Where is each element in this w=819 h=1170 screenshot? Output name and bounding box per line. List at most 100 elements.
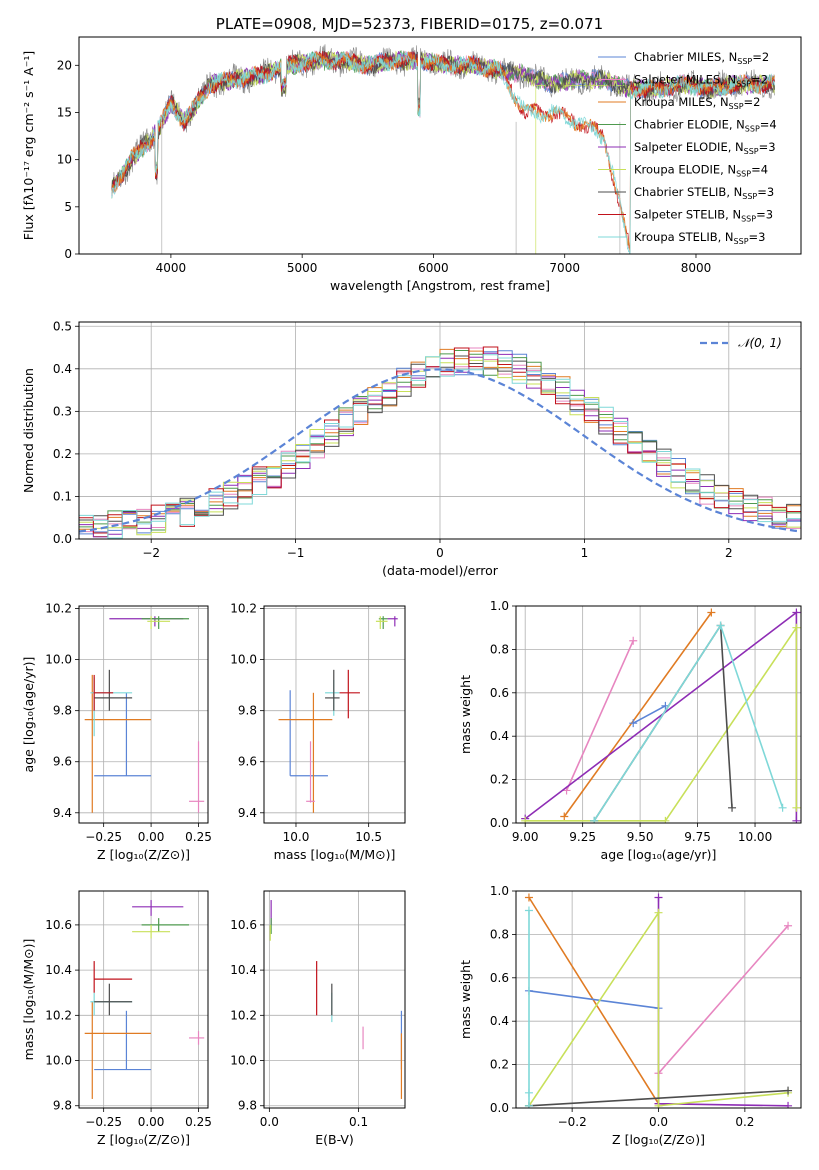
legend-sub: SSP [736, 80, 751, 89]
y-tick-label: 9.6 [238, 755, 257, 769]
legend-label: Chabrier ELODIE, NSSP=4 [634, 118, 777, 134]
panel-residuals: −2 −1 0 1 2 0.0 0.1 0.2 0.3 0.4 0.5 (data-model)/er… [21, 319, 802, 578]
spectrum-line [111, 51, 775, 254]
y-tick-label: 0.4 [490, 729, 509, 743]
y-axis-label: mass weight [458, 675, 473, 754]
axes-frame [515, 605, 802, 824]
axes-frame [78, 321, 802, 540]
weight-marker [654, 1101, 663, 1108]
x-tick-label: 0.2 [735, 1115, 754, 1129]
x-tick-label: 8000 [681, 261, 712, 275]
x-tick-label: 0.25 [185, 830, 212, 844]
legend-sub: SSP [742, 192, 757, 201]
legend-text: Salpeter STELIB, N [634, 208, 741, 222]
weight-marker [524, 1101, 533, 1108]
y-tick-label: 0 [64, 247, 72, 261]
axes-frame [263, 890, 406, 1109]
legend-label: Salpeter ELODIE, NSSP=3 [634, 140, 776, 156]
x-tick-label: −0.25 [85, 830, 122, 844]
legend-text: Kroupa MILES, N [634, 95, 729, 109]
y-tick-label: 10 [57, 153, 72, 167]
x-axis-label: mass [log₁₀(M/M⊙)] [274, 847, 396, 862]
y-tick-label: 0.0 [53, 532, 72, 546]
x-tick-label: 0 [436, 546, 444, 560]
plot-area [524, 893, 793, 1108]
y-tick-label: 9.8 [53, 1099, 72, 1113]
y-tick-label: 10.0 [230, 1054, 257, 1068]
weight-marker [784, 1086, 793, 1095]
y-tick-label: 10.6 [230, 918, 257, 932]
panel-mass-age: 10.0 10.5 9.4 9.6 9.8 10.0 10.2 mass [log₁₀(M/M… [230, 602, 406, 862]
weight-marker [654, 893, 663, 902]
panel-spectrum: 4000 5000 6000 7000 8000 0 5 10 15 20 wavelength [… [21, 36, 802, 293]
x-tick-label: 5000 [287, 261, 318, 275]
y-tick-label: 20 [57, 58, 72, 72]
x-tick-label: 0.00 [138, 1115, 165, 1129]
plot-area [269, 900, 403, 1099]
y-tick-label: 0.0 [490, 1101, 509, 1115]
gaussian-curve [79, 368, 801, 533]
weight-line [528, 910, 789, 1107]
x-tick-label: 0.1 [349, 1115, 368, 1129]
panel-z-weight: −0.2 0.0 0.2 0.0 0.2 0.4 0.6 0.8 1.0 Z [log₁₀(Z/Z… [458, 884, 802, 1147]
legend-text: Salpeter ELODIE, N [634, 140, 744, 154]
legend-text: Chabrier MILES, N [634, 50, 737, 64]
x-tick-label: 0.0 [649, 1115, 668, 1129]
panel-ebv-mass: 0.0 0.1 9.8 10.0 10.2 10.4 10.6 E(B-V) [230, 890, 406, 1147]
y-tick-label: 9.8 [238, 704, 257, 718]
y-axis-label: mass [log₁₀(M/M⊙)] [21, 939, 36, 1061]
y-tick-label: 0.3 [53, 404, 72, 418]
weight-marker [654, 908, 663, 917]
weight-marker [784, 1101, 793, 1108]
y-axis-label: Flux [fλ10⁻¹⁷ erg cm⁻² s⁻¹ A⁻¹] [21, 51, 36, 240]
weight-line [657, 897, 789, 1107]
weight-line [632, 705, 666, 724]
x-tick-label: −1 [287, 546, 305, 560]
y-tick-label: 0.2 [490, 773, 509, 787]
weight-line [525, 625, 798, 822]
weight-marker [716, 621, 725, 630]
legend-label: Kroupa STELIB, NSSP=3 [634, 230, 765, 246]
legend-tail: =2 [752, 50, 769, 64]
y-tick-label: 10.0 [45, 653, 72, 667]
y-tick-label: 0.8 [490, 642, 509, 656]
legend-sub: SSP [741, 215, 756, 224]
y-axis-label: age [log₁₀(age/yr)] [21, 657, 36, 773]
weight-line [657, 925, 789, 1074]
y-tick-label: 10.2 [230, 1008, 257, 1022]
plot-area [521, 608, 801, 823]
y-tick-label: 1.0 [490, 884, 509, 898]
x-tick-label: 10.0 [283, 830, 310, 844]
legend-tail: =3 [757, 185, 774, 199]
legend-label: Salpeter MILES, NSSP=2 [634, 73, 768, 89]
x-tick-label: 6000 [418, 261, 449, 275]
x-tick-label: −0.25 [85, 1115, 122, 1129]
x-tick-label: −2 [142, 546, 160, 560]
y-tick-label: 0.8 [490, 927, 509, 941]
weight-marker [524, 906, 533, 915]
weight-line [563, 612, 713, 817]
weight-marker [524, 1088, 533, 1097]
x-tick-label: 1 [581, 546, 589, 560]
x-tick-label: 0.0 [260, 1115, 279, 1129]
legend-tail: =3 [749, 230, 766, 244]
legend-label: Chabrier STELIB, NSSP=3 [634, 185, 774, 201]
weight-line [565, 640, 634, 791]
weight-marker [784, 921, 793, 930]
panel-z-age: −0.25 0.00 0.25 9.4 9.6 9.8 10.0 10.2 Z [log₁₀(Z… [21, 602, 212, 862]
legend-tail: =2 [751, 73, 768, 87]
y-tick-label: 0.4 [53, 362, 72, 376]
y-tick-label: 0.0 [490, 816, 509, 830]
x-axis-label: (data-model)/error [382, 563, 499, 578]
plot-area [84, 900, 205, 1099]
weight-line [593, 623, 733, 822]
legend-text: Kroupa STELIB, N [634, 230, 734, 244]
plot-area [79, 346, 801, 539]
axes-frame [263, 605, 406, 824]
legend-sub: SSP [729, 102, 744, 111]
weight-marker [661, 816, 670, 823]
y-tick-label: 9.8 [53, 704, 72, 718]
x-tick-label: 9.25 [569, 830, 596, 844]
y-tick-label: 9.8 [238, 1099, 257, 1113]
